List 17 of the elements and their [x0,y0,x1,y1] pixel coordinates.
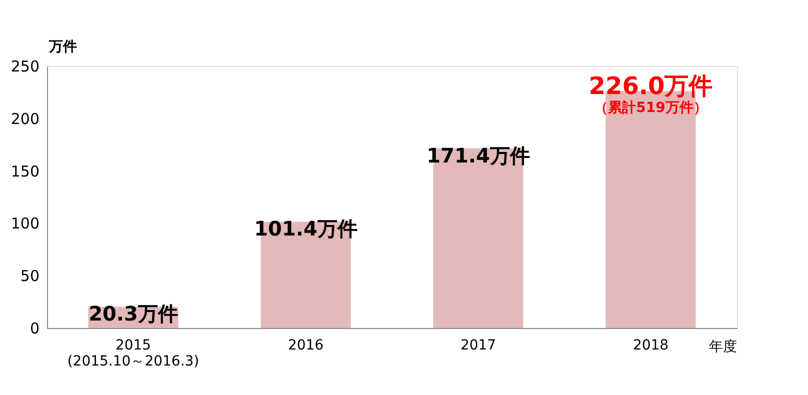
x-axis-title: 年度 [709,339,737,355]
annotation: （累計519万件） [594,100,708,116]
y-tick-label: 250 [10,58,40,76]
y-tick-label: 200 [10,110,40,128]
data-label: 20.3万件 [88,302,178,326]
x-tick-label: 2016 [288,338,324,354]
x-tick-label: 2018 [632,338,669,354]
x-tick-label: 2017 [460,338,496,354]
data-label: 101.4万件 [254,216,358,241]
data-label: 171.4万件 [426,143,530,168]
y-axis-title: 万件 [48,39,77,55]
y-tick-label: 150 [10,162,40,180]
y-tick-label: 0 [30,320,40,338]
annotation: 226.0万件 [588,72,713,100]
x-tick-label: 2015 (2015.10～2016.3) [67,338,200,370]
y-tick-label: 50 [20,267,40,286]
y-tick-label: 100 [10,214,40,233]
